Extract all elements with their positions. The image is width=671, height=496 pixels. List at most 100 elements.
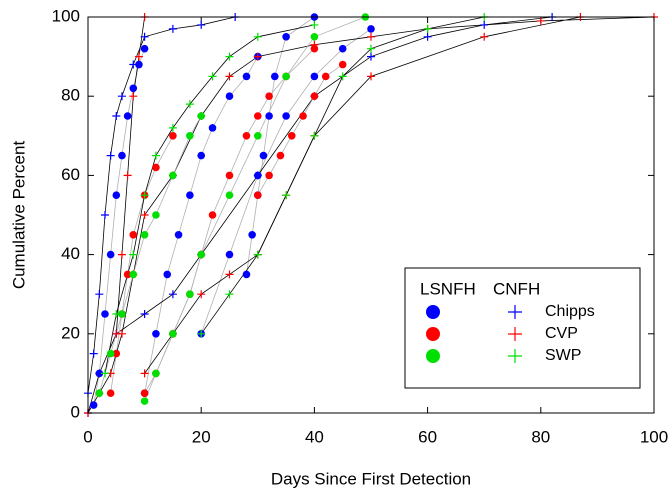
- series-line: [110, 48, 343, 394]
- point: [338, 60, 347, 69]
- point: [140, 231, 149, 239]
- point: [367, 52, 375, 61]
- point: [123, 112, 132, 120]
- point: [140, 211, 149, 219]
- point: [208, 211, 217, 219]
- y-tick-label: 60: [61, 165, 80, 184]
- point: [265, 92, 273, 100]
- point: [152, 369, 160, 378]
- point: [225, 250, 234, 259]
- point: [310, 33, 319, 41]
- point: [123, 270, 132, 279]
- point: [253, 52, 262, 61]
- point: [338, 44, 347, 53]
- legend-label: SWP: [545, 347, 581, 364]
- point: [242, 72, 251, 81]
- point: [253, 250, 262, 259]
- point: [117, 250, 126, 259]
- point: [367, 25, 375, 33]
- point: [225, 52, 234, 61]
- point: [186, 191, 194, 199]
- legend-symbol: [508, 327, 522, 341]
- point: [140, 310, 149, 318]
- point: [169, 171, 177, 180]
- x-tick-label: 100: [640, 427, 668, 446]
- point: [208, 72, 217, 81]
- point: [208, 124, 217, 132]
- point: [129, 231, 138, 239]
- point: [310, 20, 319, 29]
- x-tick-label: 60: [418, 427, 437, 446]
- point: [106, 250, 115, 259]
- point: [310, 92, 319, 100]
- point: [95, 389, 104, 398]
- point: [367, 72, 375, 81]
- x-tick-label: 80: [531, 427, 550, 446]
- point: [123, 171, 132, 180]
- point: [169, 132, 177, 140]
- point: [151, 151, 160, 160]
- point: [112, 310, 121, 318]
- x-tick-label: 20: [192, 427, 211, 446]
- point: [253, 171, 262, 180]
- y-tick-label: 40: [61, 244, 80, 263]
- legend-symbol: [508, 349, 522, 363]
- point: [129, 250, 138, 259]
- point: [197, 112, 205, 120]
- point: [135, 60, 143, 69]
- point: [225, 171, 234, 180]
- point: [163, 270, 172, 279]
- point: [265, 171, 273, 180]
- point: [242, 132, 251, 140]
- point: [112, 329, 121, 338]
- point: [129, 84, 138, 93]
- point: [168, 290, 177, 299]
- point: [140, 397, 149, 405]
- point: [100, 211, 109, 219]
- y-tick-label: 100: [52, 6, 80, 25]
- point: [536, 16, 545, 25]
- point: [197, 290, 206, 299]
- point: [287, 132, 296, 140]
- point: [480, 32, 489, 41]
- point: [186, 132, 194, 140]
- point: [423, 32, 432, 41]
- point: [367, 32, 375, 41]
- point: [129, 92, 138, 101]
- point: [169, 330, 177, 338]
- point: [225, 270, 234, 279]
- x-tick-label: 0: [83, 427, 92, 446]
- point: [282, 191, 291, 200]
- point: [140, 389, 149, 398]
- point: [129, 270, 138, 279]
- point: [197, 250, 205, 259]
- series-line: [87, 16, 553, 414]
- point: [225, 191, 234, 199]
- y-tick-label: 0: [71, 402, 80, 421]
- point: [480, 20, 489, 29]
- point: [140, 191, 149, 200]
- point: [152, 163, 160, 172]
- x-axis-label: Days Since First Detection: [271, 469, 471, 488]
- point: [367, 44, 375, 53]
- legend-header: LSNFH: [420, 279, 476, 298]
- point: [186, 290, 194, 299]
- series-line: [93, 16, 372, 406]
- point: [89, 401, 98, 409]
- point: [338, 72, 347, 81]
- legend-label: Chipps: [545, 303, 595, 320]
- legend-label: CVP: [545, 325, 578, 342]
- point: [134, 52, 143, 61]
- point: [248, 231, 256, 239]
- point: [106, 389, 115, 398]
- point: [118, 310, 126, 318]
- point: [225, 92, 234, 100]
- point: [95, 290, 104, 299]
- point: [310, 131, 319, 140]
- point: [321, 72, 330, 81]
- legend-box: [404, 267, 641, 389]
- y-tick-label: 80: [61, 86, 80, 105]
- point: [117, 92, 126, 101]
